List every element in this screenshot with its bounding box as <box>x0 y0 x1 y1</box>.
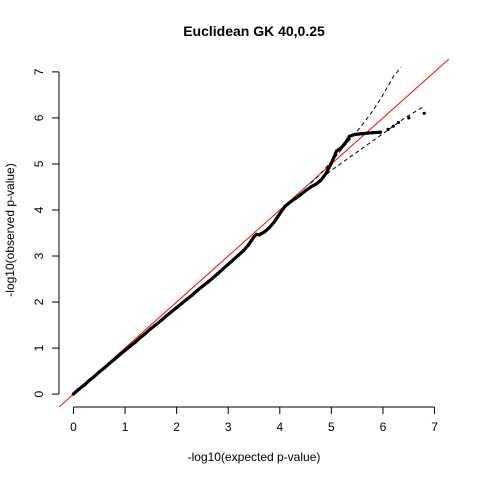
x-tick-label: 7 <box>431 420 438 434</box>
confidence-lower-line <box>310 105 425 188</box>
data-point <box>154 323 158 327</box>
data-point <box>164 314 168 318</box>
data-point <box>252 235 256 239</box>
data-point <box>334 149 339 153</box>
data-point <box>304 189 308 193</box>
data-point <box>231 258 235 262</box>
data-point <box>283 204 287 208</box>
data-point <box>138 335 143 340</box>
data-point <box>298 193 302 197</box>
y-tick-label: 0 <box>32 390 46 397</box>
x-axis: 0 1 2 3 4 5 6 7 <box>70 406 438 434</box>
data-point <box>149 327 153 331</box>
y-tick-label: 2 <box>32 298 46 305</box>
data-point <box>360 132 364 136</box>
data-point <box>288 200 292 204</box>
data-point <box>236 253 241 257</box>
data-point <box>102 366 106 370</box>
data-point <box>332 155 336 159</box>
y-axis-label: -log10(observed p-value) <box>3 163 17 296</box>
y-tick-label: 4 <box>32 206 46 213</box>
data-point <box>159 318 163 323</box>
data-point <box>242 248 246 253</box>
data-point <box>345 139 349 143</box>
confidence-upper-line <box>310 66 402 184</box>
chart-title: Euclidean GK 40,0.25 <box>183 23 325 39</box>
data-point <box>71 392 75 396</box>
x-tick-label: 1 <box>122 420 129 434</box>
data-point <box>386 127 390 131</box>
y-tick-label: 5 <box>32 160 46 167</box>
data-point <box>247 242 251 247</box>
data-point <box>267 225 272 230</box>
reference-line <box>59 59 449 407</box>
x-tick-label: 2 <box>173 420 180 434</box>
data-point <box>273 219 277 224</box>
data-point <box>353 132 357 137</box>
data-point <box>108 361 112 365</box>
x-tick-label: 4 <box>276 420 283 434</box>
data-point <box>378 130 382 134</box>
x-axis-label: -log10(expected p-value) <box>188 450 321 464</box>
data-point <box>340 145 344 149</box>
data-point <box>87 379 91 383</box>
y-tick-label: 6 <box>32 114 46 121</box>
data-point <box>200 284 204 288</box>
data-point <box>309 185 313 189</box>
data-point <box>278 212 282 216</box>
data-point <box>82 383 86 387</box>
data-point <box>221 267 225 271</box>
x-tick-label: 3 <box>225 420 232 434</box>
data-point <box>226 262 230 266</box>
data-point <box>206 280 210 284</box>
data-point <box>175 306 179 310</box>
data-point <box>77 387 81 392</box>
data-point <box>407 116 411 120</box>
y-tick-label: 1 <box>32 344 46 351</box>
data-point <box>123 348 127 352</box>
x-tick-label: 6 <box>380 420 387 434</box>
data-point <box>396 120 400 125</box>
data-point <box>211 276 215 280</box>
data-point <box>133 340 137 344</box>
data-point <box>257 233 261 237</box>
data-point <box>324 171 328 175</box>
y-axis: 0 1 2 3 4 5 6 7 <box>32 68 60 397</box>
y-tick-label: 3 <box>32 252 46 259</box>
plot-clip-group <box>59 59 449 407</box>
data-point <box>195 288 199 293</box>
data-point <box>190 293 194 297</box>
plot-area <box>59 59 449 407</box>
data-point <box>180 301 184 305</box>
data-point <box>118 352 122 357</box>
data-point <box>329 161 333 165</box>
data-point <box>113 357 117 361</box>
data-point <box>319 178 323 182</box>
data-point <box>169 310 174 314</box>
data-point <box>314 182 318 186</box>
x-tick-label: 5 <box>328 420 335 434</box>
x-tick-label: 0 <box>70 420 77 434</box>
data-point <box>422 111 426 115</box>
data-point <box>128 344 132 348</box>
data-point <box>391 124 395 128</box>
data-point <box>216 271 220 276</box>
data-point <box>255 232 259 236</box>
data-point <box>144 331 148 335</box>
data-point <box>185 297 189 301</box>
data-point <box>97 370 101 374</box>
data-point <box>262 230 266 234</box>
data-point <box>371 131 375 135</box>
data-point <box>293 196 297 201</box>
y-tick-label: 7 <box>32 68 46 75</box>
data-point <box>92 375 96 379</box>
data-point <box>347 134 351 138</box>
